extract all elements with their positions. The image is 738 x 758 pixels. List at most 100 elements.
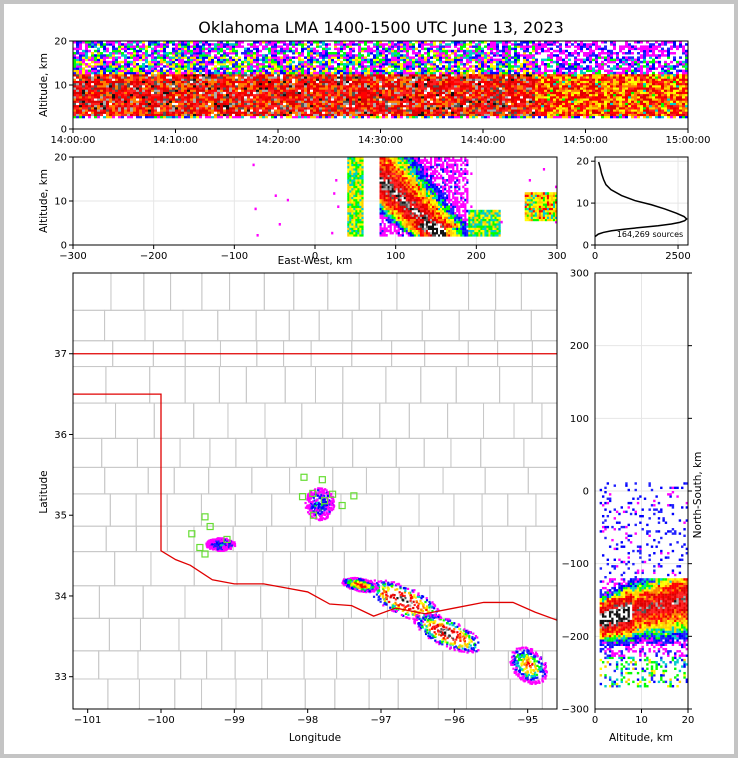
time-height-cell: [334, 67, 337, 70]
time-height-cell: [310, 54, 313, 57]
time-height-cell: [295, 56, 298, 59]
time-height-cell: [328, 54, 331, 57]
time-height-cell: [454, 87, 457, 90]
time-height-cell: [535, 78, 538, 81]
time-height-cell: [289, 49, 292, 53]
time-height-cell: [217, 115, 220, 119]
time-height-cell: [403, 98, 406, 101]
time-height-cell: [187, 60, 190, 64]
time-height-cell: [391, 47, 394, 51]
time-height-cell: [166, 56, 169, 59]
time-height-cell: [232, 85, 235, 88]
time-height-cell: [538, 91, 541, 95]
time-height-cell: [277, 60, 280, 64]
time-height-cell: [205, 96, 208, 99]
time-height-cell: [367, 80, 370, 84]
time-height-cell: [130, 107, 133, 110]
time-height-cell: [409, 63, 412, 66]
time-height-cell: [178, 80, 181, 84]
time-height-cell: [397, 104, 400, 108]
time-height-cell: [460, 93, 463, 97]
time-height-cell: [76, 115, 79, 119]
time-height-cell: [139, 98, 142, 101]
time-height-cell: [127, 98, 130, 101]
time-height-cell: [265, 47, 268, 51]
time-height-cell: [469, 78, 472, 81]
time-height-cell: [472, 41, 475, 44]
time-height-cell: [451, 102, 454, 106]
time-height-cell: [193, 58, 196, 62]
time-height-cell: [271, 67, 274, 70]
time-height-cell: [316, 109, 319, 112]
time-height-cell: [178, 100, 181, 103]
time-height-cell: [256, 113, 259, 117]
time-height-cell: [397, 56, 400, 59]
time-height-cell: [373, 91, 376, 95]
time-height-cell: [139, 71, 142, 75]
time-height-cell: [220, 115, 223, 119]
time-height-cell: [76, 60, 79, 64]
time-height-cell: [262, 100, 265, 103]
time-height-cell: [175, 98, 178, 101]
time-height-cell: [262, 47, 265, 51]
time-height-cell: [535, 104, 538, 108]
time-height-cell: [226, 85, 229, 88]
time-height-cell: [331, 113, 334, 117]
time-height-cell: [88, 80, 91, 84]
time-height-cell: [205, 107, 208, 110]
time-height-cell: [523, 96, 526, 99]
time-height-cell: [466, 71, 469, 75]
time-height-cell: [505, 58, 508, 62]
time-height-cell: [454, 85, 457, 88]
time-height-cell: [457, 109, 460, 112]
time-height-cell: [463, 85, 466, 88]
time-height-cell: [532, 100, 535, 103]
time-height-cell: [298, 43, 301, 46]
time-height-cell: [499, 100, 502, 103]
time-height-cell: [310, 113, 313, 117]
time-height-cell: [310, 52, 313, 55]
time-height-cell: [109, 82, 112, 86]
time-height-cell: [187, 56, 190, 59]
time-height-cell: [97, 56, 100, 59]
time-height-cell: [370, 102, 373, 106]
time-height-cell: [490, 43, 493, 46]
time-height-cell: [379, 111, 382, 114]
time-height-cell: [181, 104, 184, 108]
time-height-cell: [376, 49, 379, 53]
time-height-cell: [259, 80, 262, 84]
time-height-cell: [316, 78, 319, 81]
time-height-cell: [301, 43, 304, 46]
time-height-cell: [259, 41, 262, 44]
time-height-cell: [139, 47, 142, 51]
time-height-cell: [481, 54, 484, 57]
time-height-cell: [535, 85, 538, 88]
time-height-cell: [394, 45, 397, 48]
time-height-cell: [229, 71, 232, 75]
time-height-cell: [397, 102, 400, 106]
time-height-cell: [304, 69, 307, 73]
time-height-cell: [379, 43, 382, 46]
time-height-cell: [247, 54, 250, 57]
time-height-cell: [220, 85, 223, 88]
time-height-cell: [220, 71, 223, 75]
time-height-cell: [130, 63, 133, 66]
time-height-cell: [76, 49, 79, 53]
time-height-cell: [124, 43, 127, 46]
time-height-cell: [370, 67, 373, 70]
time-height-cell: [505, 74, 508, 77]
time-height-cell: [415, 80, 418, 84]
time-height-cell: [343, 100, 346, 103]
time-height-cell: [175, 91, 178, 95]
time-height-cell: [274, 67, 277, 70]
time-height-cell: [127, 45, 130, 48]
time-height-cell: [145, 96, 148, 99]
time-height-cell: [232, 111, 235, 114]
time-height-cell: [271, 104, 274, 108]
time-height-cell: [370, 82, 373, 86]
time-height-cell: [532, 74, 535, 77]
time-height-cell: [319, 98, 322, 101]
time-height-cell: [367, 91, 370, 95]
time-height-cell: [424, 91, 427, 95]
time-height-cell: [361, 100, 364, 103]
